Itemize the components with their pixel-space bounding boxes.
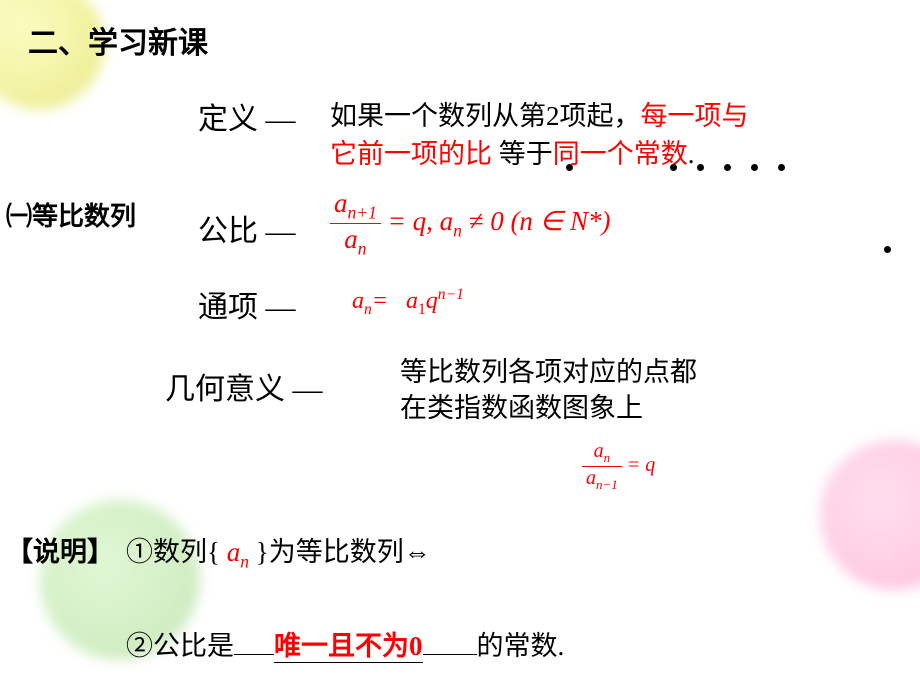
- definition-line2: 它前一项的比 等于同一个常数.: [330, 132, 695, 171]
- note1-den: a: [586, 467, 596, 489]
- ratio-den-sub: n: [358, 239, 367, 259]
- def-line1-black: 如果一个数列从第2项起，: [330, 101, 641, 131]
- note1-rhs: = q: [622, 454, 656, 476]
- note1: ①数列{ an }为等比数列⇔: [126, 530, 431, 572]
- note2-b: 的常数.: [477, 631, 565, 661]
- ratio-num-sub: n+1: [348, 202, 377, 222]
- emphasis-dot: [884, 246, 891, 253]
- definition-label: 定义 —: [198, 94, 296, 138]
- emphasis-dot: [670, 164, 677, 171]
- note2-fill: 唯一且不为0: [274, 631, 423, 663]
- gt-rhs-exp: n−1: [438, 286, 464, 303]
- note2-a: ②公比是: [126, 631, 234, 661]
- note1-an-sub: n: [240, 551, 249, 571]
- general-term-formula: an= a1qn−1: [352, 286, 464, 319]
- gt-lhs: a: [352, 288, 364, 314]
- def-line2-red2: 同一个常数: [553, 139, 688, 169]
- geometric-text2: 在类指数函数图象上: [400, 386, 643, 425]
- note2: ②公比是 唯一且不为0 的常数.: [126, 624, 564, 663]
- blank-right: [423, 625, 477, 655]
- def-line2-end: .: [688, 139, 695, 169]
- emphasis-dot: [697, 164, 704, 171]
- gt-rhs-sub: 1: [418, 301, 426, 318]
- note1-a: ①数列{: [126, 537, 227, 567]
- emphasis-dot: [724, 164, 731, 171]
- note1-frac: an an−1: [582, 440, 622, 493]
- subsection-label: ㈠等比数列: [6, 196, 136, 233]
- def-line2-red1: 它前一项的比: [330, 139, 492, 169]
- ratio-neq: ≠ 0 (n ∈ N*): [462, 206, 611, 236]
- ratio-fraction: an+1 an: [330, 188, 381, 260]
- note1-b: }为等比数列⇔: [249, 537, 431, 567]
- geometric-text1: 等比数列各项对应的点都: [400, 350, 697, 389]
- decorative-blob-pink: [820, 440, 920, 590]
- notes-prefix: 【说明】: [6, 530, 114, 569]
- ratio-formula: an+1 an = q, an ≠ 0 (n ∈ N*): [330, 188, 610, 260]
- ratio-den-a: a: [344, 224, 358, 254]
- note1-num-sub: n: [604, 450, 611, 465]
- geometric-label: 几何意义 —: [165, 364, 323, 408]
- gt-lhs-sub: n: [364, 301, 372, 318]
- gt-rhs-q: q: [426, 288, 438, 314]
- ratio-eq-sub: n: [453, 220, 462, 240]
- note1-den-sub: n−1: [596, 477, 618, 492]
- ratio-label: 公比 —: [198, 206, 296, 250]
- ratio-eq: = q, a: [381, 206, 453, 236]
- note1-an: a: [227, 537, 241, 567]
- blank-left: [234, 625, 274, 655]
- definition-line1: 如果一个数列从第2项起，每一项与: [330, 94, 749, 133]
- def-line2-mid: 等于: [492, 139, 553, 169]
- ratio-num-a: a: [334, 188, 348, 218]
- note1-fraction: an an−1 = q: [582, 440, 655, 493]
- general-term-label: 通项 —: [198, 282, 296, 326]
- emphasis-dot: [566, 164, 573, 171]
- section-heading: 二、学习新课: [28, 18, 208, 62]
- gt-rhs-a: a: [406, 288, 418, 314]
- note1-num: a: [594, 440, 604, 462]
- emphasis-dot: [778, 164, 785, 171]
- def-line1-red: 每一项与: [641, 101, 749, 131]
- emphasis-dot: [751, 164, 758, 171]
- gt-eq: =: [372, 288, 394, 314]
